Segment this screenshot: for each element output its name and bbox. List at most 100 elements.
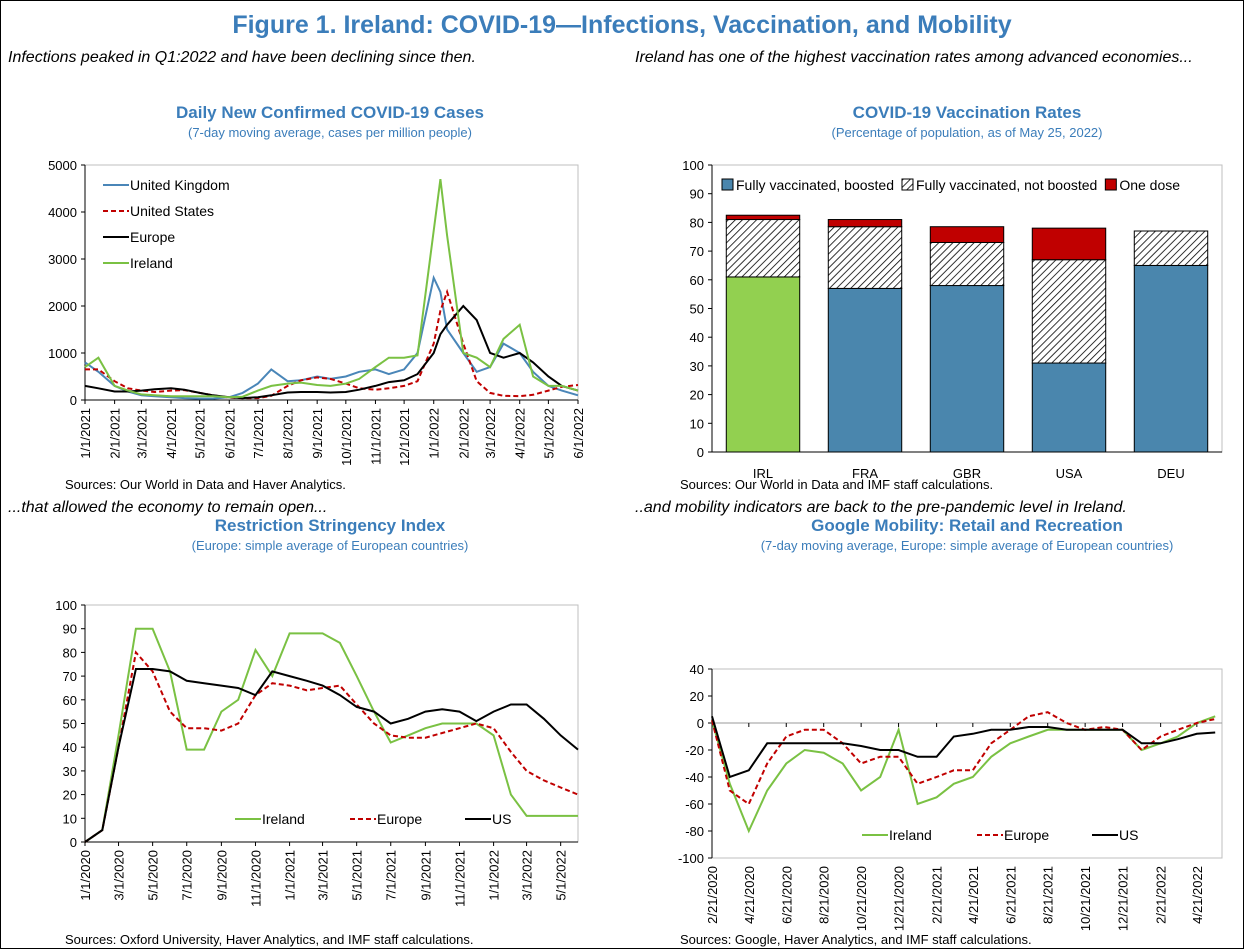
x-tick-label: 8/21/2021 — [1041, 866, 1056, 924]
x-tick-label: 10/1/2021 — [339, 408, 354, 466]
x-tick-label: 5/1/2022 — [554, 850, 569, 901]
x-tick-label: IRL — [753, 466, 773, 481]
x-tick-label: 12/21/2021 — [1116, 866, 1131, 931]
x-tick-label: 11/1/2021 — [368, 408, 383, 465]
legend-label: Fully vaccinated, boosted — [736, 177, 894, 193]
y-tick-label: 40 — [63, 740, 77, 755]
bar-segment — [1133, 264, 1209, 453]
y-tick-label: 40 — [690, 330, 704, 345]
legend-label: Europe — [377, 811, 422, 827]
bar-segment — [827, 287, 903, 453]
bar-segment — [929, 226, 1005, 243]
bar-segment — [1031, 259, 1107, 364]
legend-label: United Kingdom — [130, 177, 230, 193]
bar-segment — [929, 241, 1005, 287]
y-tick-label: 80 — [63, 645, 77, 660]
figure-title: Figure 1. Ireland: COVID-19—Infections, … — [232, 11, 1011, 39]
chart-source: Sources: Oxford University, Haver Analyt… — [65, 932, 473, 947]
y-tick-label: 0 — [70, 835, 77, 850]
x-tick-label: 5/1/2021 — [350, 850, 365, 901]
y-tick-label: 90 — [63, 622, 77, 637]
y-tick-label: 80 — [690, 215, 704, 230]
y-tick-label: 90 — [690, 187, 704, 202]
y-tick-label: -60 — [685, 797, 704, 812]
legend-label: US — [492, 811, 511, 827]
x-tick-label: 7/1/2020 — [180, 850, 195, 901]
caption: Infections peaked in Q1:2022 and have be… — [8, 49, 476, 66]
y-tick-label: 5000 — [48, 158, 77, 173]
chart-subtitle: (7-day moving average, Europe: simple av… — [761, 538, 1174, 553]
chart-subtitle: (7-day moving average, cases per million… — [188, 125, 472, 140]
x-tick-label: 5/1/2020 — [146, 850, 161, 901]
x-tick-label: 12/1/2021 — [397, 408, 412, 466]
x-tick-label: 4/1/2022 — [513, 408, 528, 459]
chart-title: Restriction Stringency Index — [215, 516, 446, 535]
x-tick-label: DEU — [1157, 466, 1184, 481]
chart-source: Sources: Our World in Data and IMF staff… — [680, 477, 993, 492]
y-tick-label: 20 — [690, 388, 704, 403]
x-tick-label: 3/1/2020 — [112, 850, 127, 901]
x-tick-label: 5/1/2021 — [193, 408, 208, 459]
legend-label: Ireland — [889, 827, 932, 843]
x-tick-label: 3/1/2021 — [134, 408, 149, 459]
y-tick-label: 70 — [63, 669, 77, 684]
x-tick-label: USA — [1056, 466, 1083, 481]
series-line — [84, 627, 578, 843]
x-tick-label: 1/1/2022 — [427, 408, 442, 459]
y-tick-label: 50 — [63, 717, 77, 732]
y-tick-label: 70 — [690, 244, 704, 259]
chart-title: Google Mobility: Retail and Recreation — [811, 516, 1123, 535]
x-tick-label: 6/21/2021 — [1003, 866, 1018, 924]
series-line — [85, 288, 579, 400]
x-tick-label: 6/1/2021 — [222, 408, 237, 459]
x-tick-label: 10/21/2021 — [1078, 866, 1093, 931]
bar-segment — [1133, 230, 1209, 266]
series-line — [84, 178, 579, 399]
x-tick-label: 12/21/2020 — [892, 866, 907, 931]
legend-label: United States — [130, 203, 214, 219]
legend-label: Europe — [130, 229, 175, 245]
x-tick-label: 2/21/2022 — [1154, 866, 1169, 924]
x-tick-label: 11/1/2021 — [453, 850, 468, 907]
y-tick-label: 40 — [690, 662, 704, 677]
x-tick-label: 3/1/2022 — [483, 408, 498, 459]
y-tick-label: 0 — [697, 716, 704, 731]
x-tick-label: 2/1/2022 — [456, 408, 471, 459]
x-tick-label: 9/1/2021 — [418, 850, 433, 901]
y-tick-label: 50 — [690, 302, 704, 317]
y-tick-label: 30 — [690, 359, 704, 374]
series-line — [84, 650, 579, 843]
series-line — [711, 715, 1216, 834]
y-tick-label: 10 — [63, 811, 77, 826]
bar-segment — [1031, 362, 1107, 453]
series-line — [711, 711, 1216, 806]
x-tick-label: 9/1/2020 — [214, 850, 229, 901]
y-tick-label: 100 — [682, 158, 704, 173]
x-tick-label: 4/21/2022 — [1190, 866, 1205, 924]
series-line — [84, 304, 579, 400]
x-tick-label: 6/1/2022 — [571, 408, 586, 459]
y-tick-label: -100 — [678, 851, 704, 866]
x-tick-label: FRA — [852, 466, 878, 481]
x-tick-label: 10/21/2020 — [854, 866, 869, 931]
bar-segment — [725, 214, 801, 221]
x-tick-label: 1/1/2021 — [283, 850, 298, 901]
chart-subtitle: (Europe: simple average of European coun… — [192, 538, 469, 553]
x-tick-label: 2/21/2020 — [705, 866, 720, 924]
caption: ...that allowed the economy to remain op… — [8, 499, 328, 516]
y-tick-label: 0 — [697, 445, 704, 460]
legend-label: One dose — [1119, 177, 1180, 193]
bar-segment — [1031, 227, 1107, 261]
legend-swatch — [901, 178, 914, 191]
x-tick-label: 9/1/2021 — [310, 408, 325, 459]
x-tick-label: 4/21/2021 — [966, 866, 981, 924]
x-tick-label: 8/21/2020 — [817, 866, 832, 924]
y-tick-label: -20 — [685, 743, 704, 758]
x-tick-label: 1/1/2022 — [487, 850, 502, 901]
chart-title: Daily New Confirmed COVID-19 Cases — [176, 103, 484, 122]
series-line — [84, 668, 579, 843]
x-tick-label: 5/1/2022 — [541, 408, 556, 459]
y-tick-label: 4000 — [48, 205, 77, 220]
